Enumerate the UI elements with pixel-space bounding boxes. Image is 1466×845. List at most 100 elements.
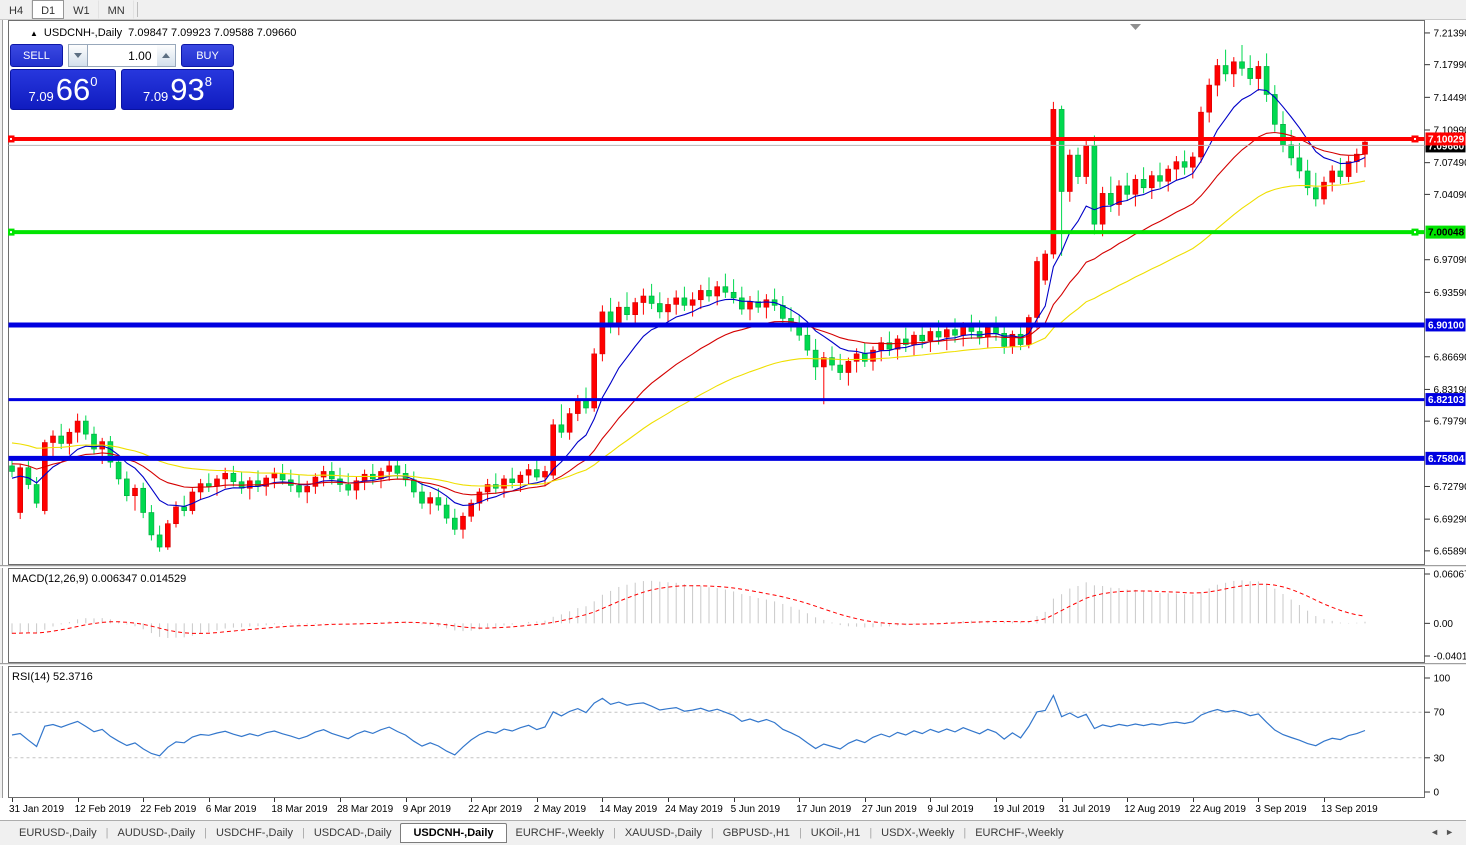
level-price-badge <box>1425 225 1466 239</box>
candle-body <box>255 480 261 487</box>
time-axis-tick <box>340 798 341 802</box>
chart-tab-usdcnh-daily[interactable]: USDCNH-,Daily <box>400 823 507 843</box>
candle-body <box>902 338 909 345</box>
candle-body <box>870 349 876 362</box>
candle-body <box>689 299 696 306</box>
time-axis-label: 3 Sep 2019 <box>1255 804 1307 815</box>
tab-separator: | <box>204 827 207 839</box>
time-axis-tick <box>1192 798 1194 802</box>
timeframe-button-w1[interactable]: W1 <box>64 0 99 19</box>
candle-body <box>984 327 991 338</box>
chart-tab-audusd-daily[interactable]: AUDUSD-,Daily <box>117 827 196 839</box>
candle-body <box>25 467 32 485</box>
candle-body <box>17 467 24 513</box>
candle-body <box>91 433 97 450</box>
time-axis-label: 13 Sep 2019 <box>1321 804 1378 815</box>
rsi-axis-label: 100 <box>1434 674 1451 685</box>
time-axis-tick <box>668 798 669 802</box>
chart-tab-eurusd-daily[interactable]: EURUSD-,Daily <box>19 827 97 839</box>
volume-increase-button[interactable] <box>156 44 177 67</box>
candle-body <box>1149 175 1155 189</box>
pane-splitter[interactable] <box>0 663 1466 666</box>
candle-body <box>722 286 729 293</box>
candle-body <box>1034 261 1040 318</box>
candle-body <box>476 491 483 504</box>
time-axis-label: 18 Mar 2019 <box>271 804 328 815</box>
chart-tab-usdchf-daily[interactable]: USDCHF-,Daily <box>215 827 293 839</box>
time-axis-tick <box>602 798 604 802</box>
y-axis-label: 6.79790 <box>1434 417 1466 428</box>
rsi-axis-label: 30 <box>1434 753 1446 764</box>
candle-body <box>148 512 155 536</box>
rsi-axis-label: 0 <box>1434 788 1440 799</box>
chart-tab-usdcad-daily[interactable]: USDCAD-,Daily <box>313 827 392 839</box>
candle-body <box>312 476 319 487</box>
candle-body <box>33 484 40 504</box>
collapse-triangle-icon[interactable]: ▲ <box>30 28 38 38</box>
candle-body <box>460 515 466 530</box>
chart-shift-triangle-icon[interactable] <box>1130 24 1141 30</box>
rsi-axis-label: 70 <box>1434 708 1446 719</box>
candle-body <box>804 334 811 351</box>
tabs-scroll-right-icon[interactable]: ► <box>1445 827 1460 837</box>
level-price-badge-label: 6.90100 <box>1428 320 1465 331</box>
rsi-indicator-label: RSI(14) 52.3716 <box>12 671 93 683</box>
candle-body <box>1165 168 1171 182</box>
time-axis-tick <box>12 798 13 802</box>
main-price-chart[interactable]: 7.21390 7.17990 7.14490 7.10990 7.07490 7.040… <box>0 20 1466 565</box>
candle-body <box>345 484 352 491</box>
volume-decrease-button[interactable] <box>67 44 88 67</box>
chart-tab-xauusd-daily[interactable]: XAUUSD-,Daily <box>624 827 702 839</box>
candle-body <box>566 413 573 433</box>
candle-body <box>665 304 671 313</box>
candle-body <box>1304 170 1311 189</box>
time-axis-tick <box>77 798 79 802</box>
time-axis-label: 12 Aug 2019 <box>1124 804 1181 815</box>
chart-tab-eurchf-weekly[interactable]: EURCHF-,Weekly <box>975 827 1064 839</box>
moving-average-9 <box>11 89 1366 507</box>
timeframe-button-d1[interactable]: D1 <box>32 0 65 19</box>
candle-body <box>706 290 712 297</box>
candle-body <box>738 297 745 310</box>
chart-tab-eurchf-weekly[interactable]: EURCHF-,Weekly <box>515 827 604 839</box>
y-axis-label: 7.14490 <box>1434 93 1466 104</box>
rsi-indicator-pane[interactable]: RSI(14) 52.3716 100 70 30 0 <box>0 666 1466 798</box>
candle-body <box>435 497 442 506</box>
time-axis-tick <box>143 798 145 802</box>
candle-body <box>509 478 516 483</box>
candle-body <box>820 357 827 368</box>
line-handle-dot <box>1414 137 1416 140</box>
time-axis-tick <box>208 798 210 802</box>
tab-separator: | <box>301 827 305 839</box>
candle-body <box>1321 181 1327 200</box>
chart-ohlc-values: 7.09847 7.09923 7.09588 7.09660 <box>128 27 297 39</box>
chart-tab-ukoil-h1[interactable]: UKOil-,H1 <box>810 827 861 839</box>
candle-body <box>1263 66 1270 95</box>
macd-indicator-pane[interactable]: MACD(12,26,9) 0.006347 0.014529 0.060674 0… <box>0 568 1466 663</box>
candle-body <box>558 424 565 433</box>
candle-body <box>517 474 524 483</box>
time-axis[interactable]: 31 Jan 2019 12 Feb 2019 22 Feb 2019 6 Mar 2… <box>0 798 1466 820</box>
candle-body <box>1099 193 1106 225</box>
moving-average-45 <box>11 180 1366 487</box>
line-handle-dot <box>10 231 12 234</box>
tabs-scroll-left-icon[interactable]: ◄ <box>1430 827 1446 837</box>
timeframe-button-h4[interactable]: H4 <box>0 0 33 19</box>
candle-body <box>829 357 835 366</box>
buy-price-display[interactable]: 7.09 93 8 <box>121 69 234 110</box>
candle-body <box>443 504 450 519</box>
candle-body <box>927 331 934 342</box>
chart-tab-usdx-weekly[interactable]: USDX-,Weekly <box>881 827 955 839</box>
candle-body <box>50 435 56 443</box>
pane-splitter[interactable] <box>0 565 1466 568</box>
sell-button[interactable]: SELL <box>10 44 63 67</box>
timeframe-button-mn[interactable]: MN <box>99 0 134 19</box>
time-axis-label: 22 Aug 2019 <box>1189 804 1246 815</box>
buy-price-pip: 8 <box>204 74 213 89</box>
chart-tab-gbpusd-h1[interactable]: GBPUSD-,H1 <box>722 827 790 839</box>
sell-price-display[interactable]: 7.09 66 0 <box>10 69 116 110</box>
volume-input[interactable] <box>87 44 157 67</box>
y-axis-label: 6.72790 <box>1434 482 1466 493</box>
y-axis-label: 6.69290 <box>1434 515 1466 526</box>
buy-button[interactable]: BUY <box>181 44 234 67</box>
